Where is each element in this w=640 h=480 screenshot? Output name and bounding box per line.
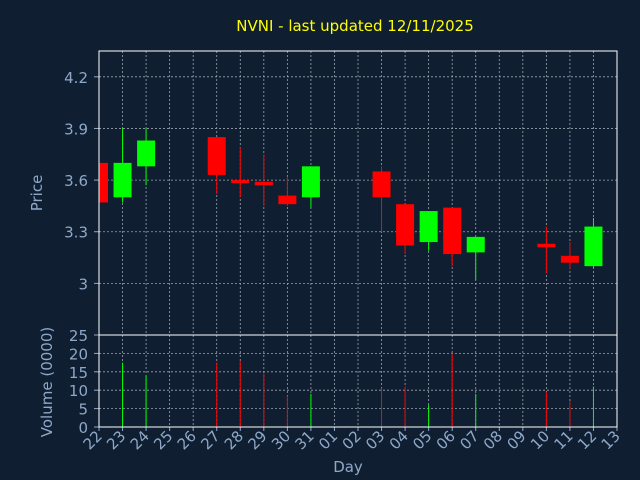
day-tick-label: 01 — [315, 427, 341, 453]
chart-title: NVNI - last updated 12/11/2025 — [236, 17, 474, 35]
volume-axis-label: Volume (0000) — [38, 327, 56, 437]
candle-body — [560, 255, 579, 263]
price-tick-label: 3 — [78, 275, 88, 293]
day-tick-label: 04 — [386, 427, 412, 453]
candle-body — [99, 162, 108, 203]
candle-body — [207, 137, 226, 175]
candle-body — [137, 140, 156, 167]
day-tick-label: 24 — [127, 427, 153, 453]
volume-tick-label: 5 — [78, 401, 88, 419]
volume-tick-label: 25 — [69, 327, 88, 345]
day-tick-label: 11 — [551, 427, 577, 453]
day-axis: 2223242526272829303101020304050607080910… — [80, 427, 624, 453]
day-tick-label: 05 — [409, 427, 435, 453]
price-grid — [99, 51, 617, 335]
day-tick-label: 29 — [244, 427, 270, 453]
price-tick-label: 3.6 — [64, 172, 88, 190]
day-axis-label: Day — [333, 458, 363, 476]
price-tick-label: 4.2 — [64, 69, 88, 87]
price-tick-label: 3.3 — [64, 224, 88, 242]
day-tick-label: 07 — [456, 427, 482, 453]
day-tick-label: 06 — [433, 427, 459, 453]
price-axis-label: Price — [28, 175, 46, 212]
candle-body — [254, 181, 273, 186]
day-tick-label: 02 — [339, 427, 365, 453]
volume-panel-frame — [98, 334, 618, 428]
day-tick-label: 30 — [268, 427, 294, 453]
day-tick-label: 09 — [503, 427, 529, 453]
day-tick-label: 23 — [103, 427, 129, 453]
volume-tick-label: 20 — [69, 345, 88, 363]
volume-tick-label: 0 — [78, 419, 88, 437]
day-tick-label: 26 — [174, 427, 200, 453]
candle-body — [278, 195, 297, 205]
candle-body — [113, 162, 132, 198]
candle-body — [419, 211, 438, 243]
volume-grid — [99, 335, 617, 427]
price-tick-label: 3.9 — [64, 120, 88, 138]
candle-body — [231, 180, 250, 184]
day-tick-label: 28 — [221, 427, 247, 453]
candle-body — [584, 226, 603, 267]
day-tick-label: 08 — [480, 427, 506, 453]
candle-body — [466, 236, 485, 253]
day-tick-label: 31 — [292, 427, 318, 453]
day-tick-label: 12 — [574, 427, 600, 453]
volume-series — [122, 353, 594, 427]
day-tick-label: 03 — [362, 427, 388, 453]
day-tick-label: 27 — [197, 427, 223, 453]
day-tick-label: 25 — [150, 427, 176, 453]
day-tick-label: 10 — [527, 427, 553, 453]
volume-tick-label: 15 — [69, 364, 88, 382]
candle-body — [396, 204, 415, 246]
candle-body — [301, 166, 320, 198]
candle-body — [443, 207, 462, 255]
price-axis: 4.2 3.9 3.6 3.3 3 — [64, 69, 99, 293]
candle-body — [372, 171, 391, 198]
day-tick-label: 13 — [598, 427, 624, 453]
volume-tick-label: 10 — [69, 382, 88, 400]
candlestick-series — [98, 128, 603, 280]
candle-body — [537, 243, 556, 248]
